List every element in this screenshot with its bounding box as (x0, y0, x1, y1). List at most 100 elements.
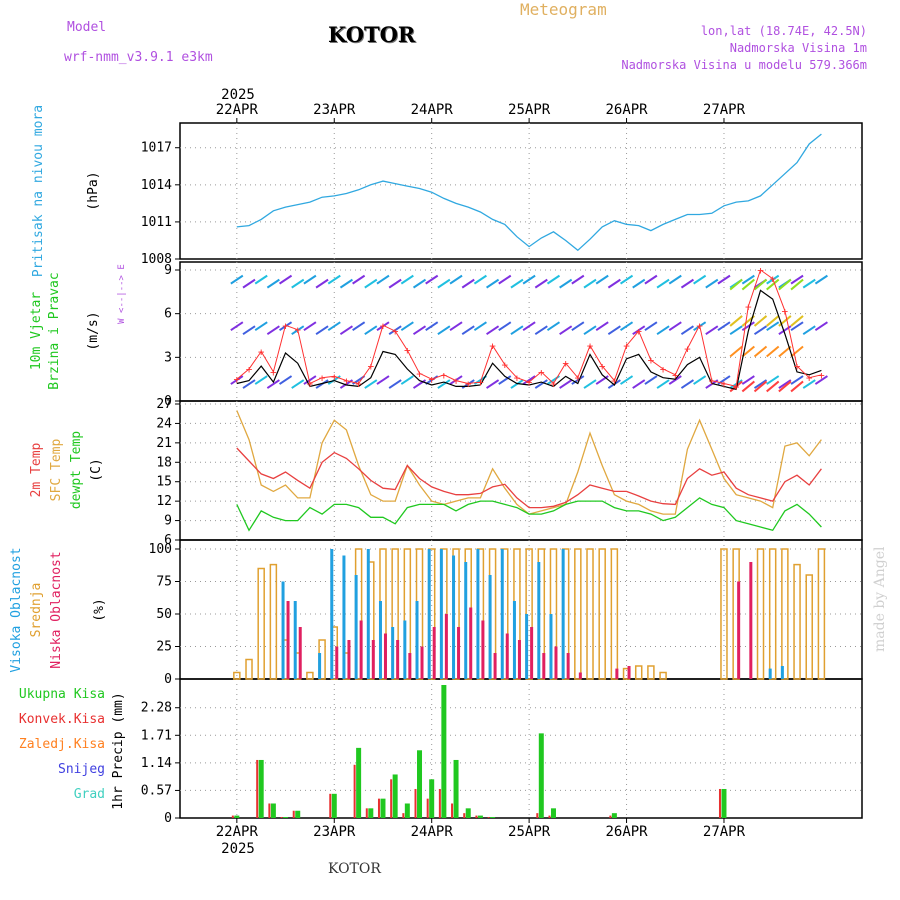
cloud-mid-bar (403, 548, 412, 680)
cloud-high-bar (780, 666, 784, 679)
wind-barb (376, 274, 390, 285)
wind-gust-marker: + (234, 373, 241, 386)
wind-barb (705, 325, 719, 336)
wind-gust-marker: + (501, 359, 508, 372)
wind-barb (534, 278, 548, 289)
wind-barb (607, 325, 621, 336)
precip-total-bar (331, 793, 337, 818)
precip-conv-bar (256, 759, 259, 818)
wind-barb (619, 375, 634, 385)
wind-barb (449, 321, 463, 332)
temp-unit: (C) (89, 458, 104, 481)
wind-barb (266, 379, 280, 389)
cloud-high-bar (318, 653, 322, 679)
wind-barb-strong (766, 278, 780, 291)
wind-gust-marker: + (757, 264, 764, 277)
y-tick-label: 3 (164, 350, 172, 365)
wind-barb (412, 379, 427, 389)
wind-barb (546, 321, 561, 332)
wind-barb-strong (753, 345, 768, 358)
y-tick-label: 0 (164, 811, 172, 826)
cloud-low-bar (542, 653, 546, 679)
wind-barb (315, 325, 329, 336)
wind-barb (461, 325, 475, 336)
wind-gust-marker: + (319, 372, 326, 385)
cloud-low-bar (517, 640, 521, 679)
wind-barb (717, 274, 731, 285)
wind-title-line1: 10m Vjetar (29, 292, 44, 370)
coords-label: lon,lat (18.74E, 42.5N) (700, 24, 867, 38)
wind-barb (498, 321, 512, 332)
precip-conv-bar (292, 810, 295, 818)
wind-barb-strong (778, 380, 792, 393)
y-tick-label: 75 (156, 575, 172, 590)
wind-barb (534, 379, 548, 389)
y-tick-label: 2.28 (141, 701, 172, 716)
precip-conv-bar (536, 813, 539, 818)
wind-barb (388, 278, 402, 289)
wind-barb (583, 325, 597, 336)
precip-conv-bar (414, 788, 417, 818)
precip-total-bar (721, 788, 727, 818)
wind-gust-line (236, 269, 822, 388)
cloud-mid-bar (306, 671, 314, 680)
cloud-high-bar (549, 614, 553, 679)
wind-barb (595, 321, 609, 332)
precip-total-bar (392, 774, 398, 818)
cloud-mid-bar (720, 548, 728, 680)
wind-barb (766, 321, 780, 332)
wind-barb-strong (753, 315, 768, 327)
precip-conv-bar (548, 815, 551, 818)
wind-barb (425, 321, 439, 332)
wind-barb (449, 274, 463, 285)
wind-barb (717, 321, 731, 332)
wind-barb (400, 274, 414, 285)
wind-barb (486, 278, 500, 289)
y-tick-label: 6 (164, 307, 172, 322)
precip-total-bar (465, 808, 471, 818)
wind-barb-strong (766, 315, 780, 327)
x-bottom-day-label: 26APR (605, 824, 648, 840)
temp2m-line (236, 447, 822, 509)
wind-gust-marker: + (392, 325, 399, 338)
precip-total-bar (295, 810, 301, 818)
wind-barb (412, 325, 427, 336)
wind-barb (693, 375, 707, 385)
wind-barb (607, 278, 621, 289)
precip-unit: 1hr Precip (mm) (111, 692, 126, 809)
wind-barb (790, 375, 804, 385)
wind-barb (644, 274, 658, 285)
wind-gust-marker: + (587, 340, 594, 353)
precip-total-bar (453, 759, 459, 818)
x-bottom-year: 2025 (221, 841, 255, 857)
cloud-high-bar (464, 562, 468, 679)
cloud-low-bar (408, 653, 412, 679)
x-bottom-day-label: 24APR (411, 824, 454, 840)
cloud-mid-bar (269, 563, 278, 680)
wind-gust-marker: + (367, 360, 374, 373)
wind-gust-marker: + (721, 378, 728, 391)
wind-barb (400, 375, 414, 385)
wind-barb (254, 274, 268, 285)
x-top-day-label: 24APR (411, 102, 454, 118)
wind-barb (619, 274, 634, 285)
precip-total-bar (356, 747, 362, 818)
precip-total-bar (441, 685, 447, 818)
y-tick-label: 9 (164, 263, 172, 278)
precip-total-bar (258, 759, 264, 818)
wind-barb (412, 278, 427, 289)
pressure-title: Pritisak na nivou mora (31, 105, 46, 277)
wind-barb (632, 379, 646, 389)
cloud-high-bar (293, 601, 297, 679)
y-tick-label: 1.14 (141, 756, 172, 771)
temp2m-title: 2m Temp (29, 442, 44, 497)
footer-station: KOTOR (328, 861, 381, 877)
cloud-low-bar (444, 614, 448, 679)
wind-barb (668, 274, 682, 285)
wind-gust-marker: + (294, 324, 301, 337)
cloud-mid-title: Srednja (29, 583, 44, 638)
wind-barb (668, 375, 682, 385)
wind-gust-marker: + (611, 375, 618, 388)
wind-barb-strong (790, 380, 804, 393)
wind-barb (242, 379, 256, 389)
